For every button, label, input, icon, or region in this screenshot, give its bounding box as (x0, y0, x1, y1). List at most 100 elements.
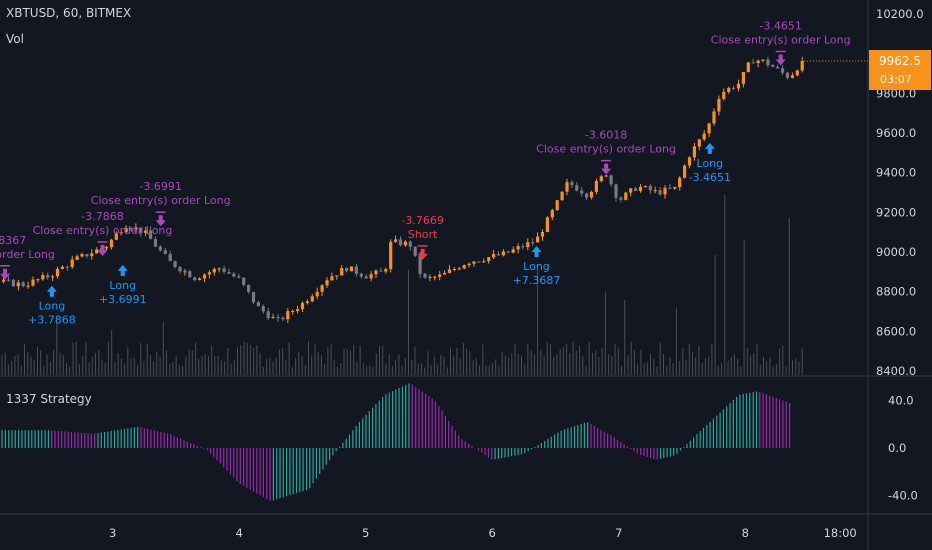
volume-bar (582, 355, 584, 375)
candle-body (153, 239, 158, 247)
volume-bar (711, 344, 713, 375)
exit-arrow-icon (97, 244, 108, 256)
volume-bar (630, 341, 632, 375)
volume-bar (172, 361, 174, 375)
volume-bar (320, 355, 322, 375)
candle-body (501, 251, 505, 256)
volume-bar (169, 363, 171, 375)
volume-bar (498, 366, 500, 375)
volume-bar (262, 366, 264, 375)
candle-body (531, 242, 535, 244)
candle-body (315, 291, 319, 297)
candle-body (291, 311, 295, 312)
volume-bar (62, 354, 64, 375)
volume-bar (440, 355, 442, 375)
volume-bar (775, 364, 777, 375)
volume-bar (324, 364, 326, 375)
candle-body (795, 70, 799, 76)
candle-body (158, 246, 162, 251)
candle-body (575, 185, 579, 191)
volume-bar (759, 364, 761, 375)
volume-bar (521, 356, 522, 375)
candle-body (614, 184, 618, 198)
candle-body (687, 157, 692, 166)
volume-bar (275, 357, 277, 375)
volume-bar (721, 363, 722, 375)
volume-bar (333, 360, 335, 375)
exit-arrow-icon (601, 163, 612, 175)
volume-bar (188, 349, 190, 375)
candle-body (173, 261, 177, 268)
volume-bar (637, 363, 639, 375)
signal-value: -3.4651 (759, 19, 801, 32)
oscillator-tick-label: 0.0 (888, 441, 906, 455)
volume-bar (43, 365, 45, 375)
volume-bar (269, 358, 271, 375)
candle-body (663, 187, 667, 195)
volume-bar (688, 343, 690, 375)
volume-bar (730, 356, 732, 375)
candle-body (149, 230, 153, 240)
time-tick-label: 5 (362, 526, 369, 540)
volume-bar (698, 345, 700, 375)
candle-body (222, 268, 226, 272)
volume-bar (398, 354, 400, 375)
signal-exit: Close entry(s) order Long-3.7868 (33, 210, 172, 256)
candle-body (648, 186, 652, 191)
volume-bar (317, 352, 319, 375)
volume-bar (553, 356, 555, 375)
volume-bar (266, 359, 268, 375)
candle-body (511, 249, 515, 253)
candle-body (379, 270, 383, 272)
volume-bar (795, 358, 797, 375)
candle-body (6, 279, 11, 281)
candle-body (781, 68, 785, 73)
oscillator-tick-label: -40.0 (888, 488, 918, 502)
volume-bar (433, 356, 435, 375)
signal-value: -3.7669 (401, 214, 443, 227)
volume-bar (595, 350, 597, 375)
candle-body (374, 270, 378, 275)
candle-body (472, 261, 476, 264)
volume-bar (217, 356, 219, 375)
long-arrow-icon (531, 246, 542, 258)
volume-bar (446, 367, 448, 375)
volume-bar (604, 292, 606, 375)
candle-body (741, 72, 745, 84)
candle-body (232, 273, 236, 277)
candle-body (776, 67, 780, 69)
volume-bar (208, 356, 209, 375)
signal-exit: Close entry(s) order Long-3.4651 (711, 19, 851, 66)
volume-bar (617, 348, 619, 375)
volume-bar (17, 354, 19, 375)
volume-bar (124, 363, 126, 375)
volume-bar (611, 355, 613, 375)
volume-bar (72, 342, 74, 375)
candle-body (261, 306, 265, 312)
volume-bar (653, 359, 655, 375)
candle-body (790, 75, 794, 78)
volume-bar (592, 352, 593, 375)
volume-bar (40, 350, 42, 375)
candle-body (438, 274, 442, 277)
indicator-label: 1337 Strategy (6, 392, 92, 406)
candle-body (403, 241, 407, 246)
volume-bar (579, 345, 581, 375)
volume-label: Vol (6, 32, 24, 46)
price-tick-label: 8400.0 (876, 364, 916, 378)
signal-long: Long-3.4651 (689, 142, 731, 184)
volume-bar (462, 343, 464, 375)
candle-body (144, 230, 148, 233)
candle-body (668, 187, 672, 189)
volume-bar (740, 366, 742, 375)
candle-body (727, 87, 731, 92)
candle-body (771, 65, 775, 67)
volume-bar (633, 350, 635, 375)
candle-body (266, 311, 270, 319)
signal-label: Long (697, 157, 724, 170)
candle-body (585, 193, 589, 198)
signal-label: Close entry(s) order Long (536, 143, 676, 156)
volume-bar (362, 363, 364, 375)
signal-label: Close entry(s) order Long (91, 194, 231, 207)
